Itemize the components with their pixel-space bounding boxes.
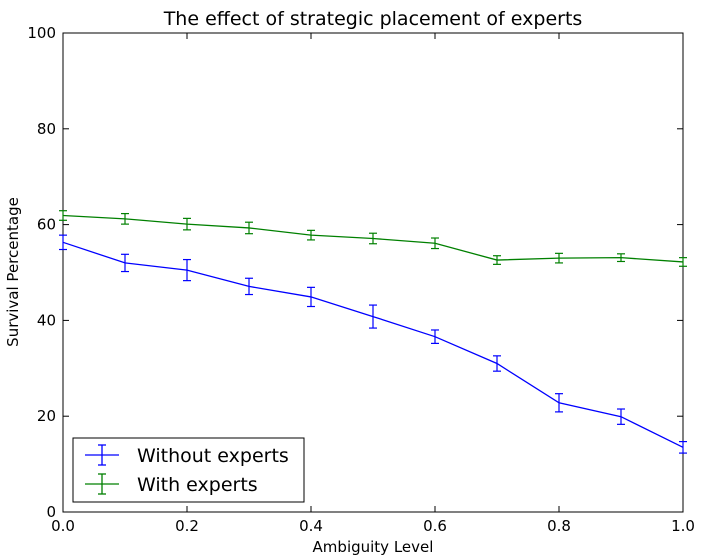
error-bar: [679, 440, 687, 454]
error-bar: [431, 329, 439, 344]
legend-box: [72, 437, 305, 503]
x-tick-label: 0.4: [299, 517, 323, 535]
legend-label-1: Without experts: [137, 445, 289, 467]
error-bar: [59, 210, 67, 221]
error-bar: [307, 286, 315, 308]
legend-label-2: With experts: [137, 474, 258, 496]
y-tick-label: 60: [37, 216, 56, 234]
error-bar: [679, 257, 687, 267]
legend: Without experts With experts: [72, 437, 305, 503]
chart-title: The effect of strategic placement of exp…: [163, 8, 583, 30]
plot-area: 0.0 0.2 0.4 0.6 0.8 1.0 0 20 40 60 80 100: [27, 24, 695, 535]
axes-frame: [62, 32, 684, 513]
x-tick-label: 1.0: [671, 517, 695, 535]
x-axis-label: Ambiguity Level: [313, 538, 434, 556]
x-tick-label: 0.8: [547, 517, 571, 535]
x-tick-label: 0.2: [175, 517, 199, 535]
series-line-1: [62, 241, 684, 448]
y-tick-label: 40: [37, 311, 56, 329]
error-bar: [183, 217, 191, 231]
error-bar: [245, 277, 253, 296]
error-bar: [431, 237, 439, 250]
legend-swatch-1: [85, 444, 119, 466]
y-tick-label: 80: [37, 120, 56, 138]
error-bar: [307, 229, 315, 241]
error-bar: [369, 232, 377, 245]
error-bar: [555, 252, 563, 264]
legend-swatch-2: [85, 473, 119, 495]
error-bar: [555, 393, 563, 413]
error-bar: [493, 255, 501, 265]
error-bar: [493, 355, 501, 372]
error-bar: [121, 253, 129, 273]
y-tick-label: 20: [37, 407, 56, 425]
y-axis-label: Survival Percentage: [4, 197, 22, 347]
error-bar: [59, 234, 67, 251]
error-bar: [617, 408, 625, 425]
error-bar: [245, 221, 253, 235]
error-bar: [369, 304, 377, 329]
y-tick-label: 0: [46, 503, 56, 521]
x-tick-label: 0.6: [423, 517, 447, 535]
x-tick-label: 0.0: [51, 517, 75, 535]
error-bar: [617, 253, 625, 263]
y-tick-label: 100: [27, 24, 56, 42]
error-bar: [183, 258, 191, 282]
error-bar: [121, 212, 129, 225]
